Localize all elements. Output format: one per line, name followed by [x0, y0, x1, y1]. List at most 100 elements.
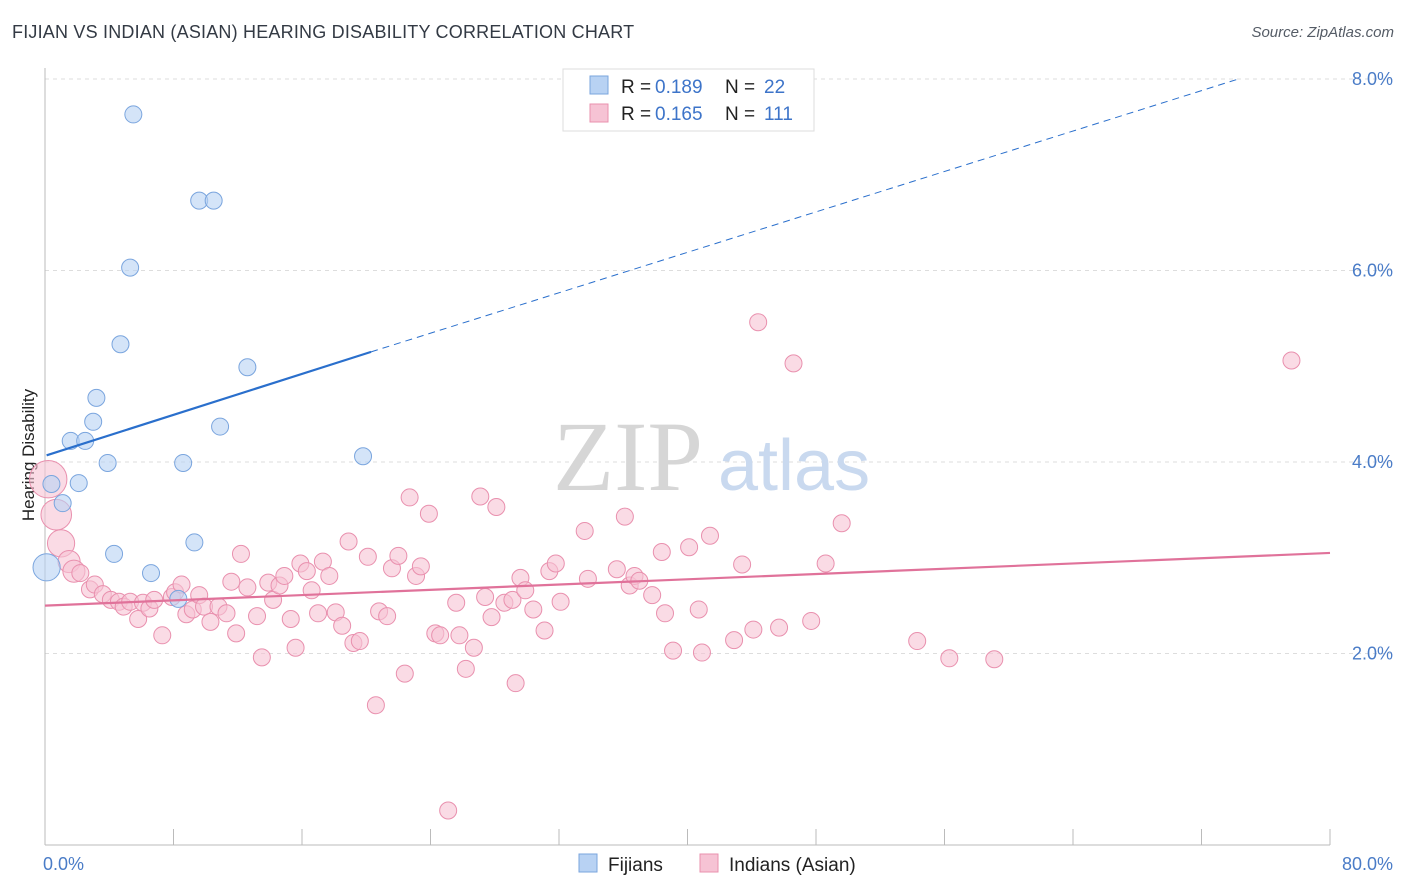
indian-point	[643, 586, 662, 605]
indian-point	[129, 610, 148, 629]
fijian-point	[69, 474, 88, 493]
indian-point	[487, 498, 506, 517]
indian-point	[692, 643, 711, 662]
fijian-trend-extension	[370, 78, 1239, 353]
fijian-point	[204, 191, 223, 210]
indian-point	[252, 648, 271, 667]
indian-point	[378, 607, 397, 626]
indian-point	[339, 532, 358, 551]
legend-swatch-fijians	[589, 75, 609, 95]
indian-point	[546, 554, 565, 573]
indian-point	[71, 564, 90, 583]
axes	[44, 68, 1331, 846]
bottom-legend-swatch-indians	[699, 853, 719, 873]
indian-point	[222, 572, 241, 591]
fijian-point	[238, 358, 257, 377]
indian-point	[333, 616, 352, 635]
y-tick-label: 2.0%	[1352, 644, 1393, 664]
indian-point	[238, 578, 257, 597]
indian-point	[524, 600, 543, 619]
legend-swatch-indians	[589, 103, 609, 123]
indian-point	[201, 612, 220, 631]
indian-point	[575, 521, 594, 540]
legend-r-value-indians: 0.165	[655, 104, 703, 125]
indian-point	[503, 590, 522, 609]
indian-point	[447, 593, 466, 612]
trend-lines	[44, 78, 1331, 607]
indian-trend-line	[44, 551, 1331, 607]
fijian-point	[84, 412, 103, 431]
indian-point	[248, 607, 267, 626]
indian-point	[231, 544, 250, 563]
indian-point	[700, 526, 719, 545]
fijian-points	[32, 105, 373, 608]
indian-point	[985, 650, 1004, 669]
indian-point	[389, 546, 408, 565]
indian-point	[656, 604, 675, 623]
indian-point	[281, 610, 300, 629]
fijian-point	[32, 553, 61, 582]
watermark-zip: ZIP	[553, 401, 703, 512]
indian-point	[411, 557, 430, 576]
fijian-point	[105, 544, 124, 563]
y-tick-label: 6.0%	[1352, 261, 1393, 281]
indian-point	[652, 543, 671, 562]
watermark-atlas: atlas	[718, 426, 870, 506]
x-tick-label-min: 0.0%	[43, 854, 84, 874]
indian-point	[482, 608, 501, 627]
fijian-point	[53, 494, 72, 513]
indian-point	[802, 611, 821, 630]
indian-point	[400, 488, 419, 507]
indian-point	[297, 562, 316, 581]
fijian-point	[87, 388, 106, 407]
indian-point	[816, 554, 835, 573]
legend: R = 0.189 N = 22 R = 0.165 N = 111	[562, 68, 815, 132]
indian-point	[302, 581, 321, 600]
watermark: ZIP atlas	[553, 401, 870, 512]
indian-point	[733, 555, 752, 574]
fijian-point	[142, 564, 161, 583]
indian-point	[506, 674, 525, 693]
indian-point	[286, 638, 305, 657]
indian-point	[1282, 351, 1301, 370]
chart-source: Source: ZipAtlas.com	[1251, 24, 1394, 41]
y-axis-label: Hearing Disability	[19, 388, 38, 521]
fijian-point	[124, 105, 143, 124]
bottom-legend-swatch-fijians	[578, 853, 598, 873]
indian-point	[395, 664, 414, 683]
legend-r-value-fijians: 0.189	[655, 77, 703, 98]
indian-point	[940, 649, 959, 668]
indian-point	[744, 620, 763, 639]
legend-n-label-indians: N =	[725, 104, 755, 125]
indian-point	[358, 547, 377, 566]
indian-point	[832, 514, 851, 533]
y-tick-label: 4.0%	[1352, 452, 1393, 472]
indian-point	[320, 566, 339, 585]
legend-n-label-fijians: N =	[725, 77, 755, 98]
indian-point	[439, 801, 458, 820]
indian-point	[217, 604, 236, 623]
indian-point	[456, 659, 475, 678]
indian-point	[607, 560, 626, 579]
legend-n-value-fijians: 22	[764, 77, 785, 98]
indian-point	[275, 566, 294, 585]
indian-point	[153, 626, 172, 645]
bottom-legend: Fijians Indians (Asian)	[578, 853, 856, 876]
indian-point	[309, 604, 328, 623]
chart-title: FIJIAN VS INDIAN (ASIAN) HEARING DISABIL…	[12, 22, 635, 42]
y-tick-label: 8.0%	[1352, 69, 1393, 89]
indian-point	[680, 538, 699, 557]
legend-r-label-fijians: R =	[621, 77, 651, 98]
indian-point	[551, 592, 570, 611]
indian-point	[578, 569, 597, 588]
fijian-point	[111, 335, 130, 354]
bottom-legend-fijians: Fijians	[608, 855, 663, 876]
indian-point	[770, 618, 789, 637]
indian-point	[350, 632, 369, 651]
indian-point	[419, 504, 438, 523]
indian-point	[516, 581, 535, 600]
indian-point	[366, 696, 385, 715]
indian-point	[615, 507, 634, 526]
legend-r-label-indians: R =	[621, 104, 651, 125]
